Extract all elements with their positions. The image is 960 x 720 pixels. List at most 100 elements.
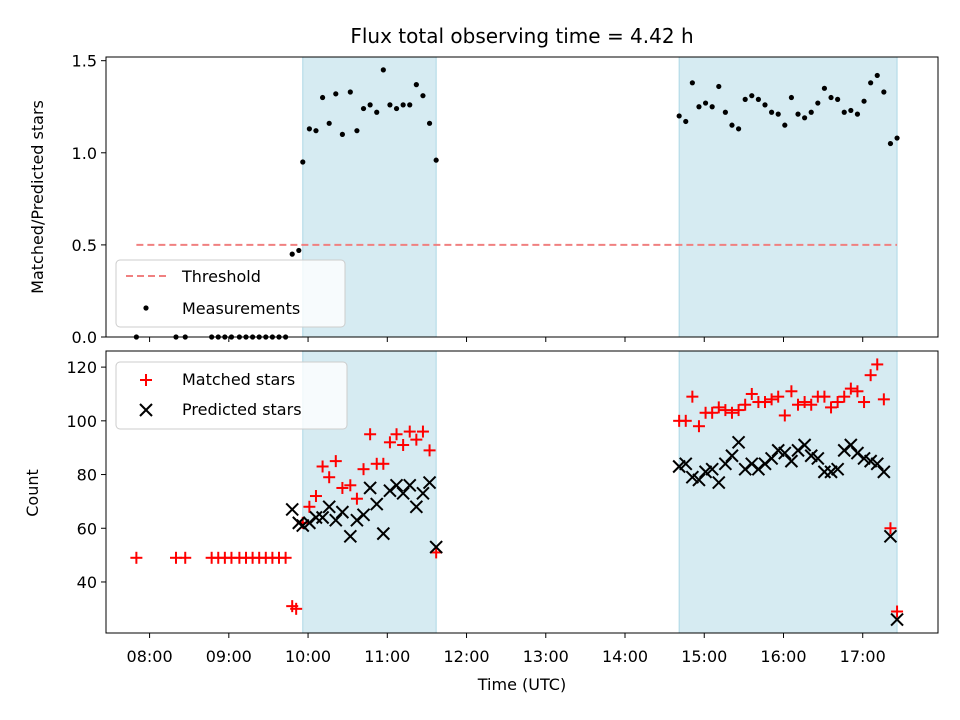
measurement-point: [702, 100, 709, 106]
matched-star-point: [130, 551, 143, 564]
predicted-star-point: [764, 451, 779, 466]
x-axis-ticks: 08:00 09:00 10:00 11:00 12:00 13:00 14:00 15:00…: [127, 647, 886, 666]
predicted-x-b: [778, 446, 792, 460]
predicted-x-b: [811, 451, 825, 466]
measurement-point: [881, 89, 887, 95]
predicted-star-point: [363, 481, 377, 495]
matched-star-point: [785, 385, 798, 398]
top-ticks: 0.0 0.5 1.0 1.5: [72, 52, 864, 347]
measurement-point: [755, 96, 761, 102]
predicted-star-point: [429, 540, 443, 554]
matched-star-point: [377, 457, 390, 470]
measurement-point: [762, 102, 768, 108]
predicted-star-point: [356, 508, 371, 522]
predicted-star-point: [890, 612, 904, 627]
predicted-star-point: [422, 475, 437, 490]
predicted-x-b: [890, 612, 904, 627]
predicted-star-point: [376, 526, 391, 541]
predicted-x-b: [315, 510, 330, 525]
bottom-y-tick-label: 120: [66, 358, 97, 377]
matched-star-point: [871, 358, 884, 371]
measurement-point: [354, 128, 360, 134]
top-y-axis-label: Matched/Predicted stars: [28, 100, 47, 294]
measurement-point: [696, 104, 702, 110]
predicted-x-b: [370, 497, 384, 511]
predicted-star-point: [811, 451, 825, 466]
predicted-star-point: [370, 497, 384, 511]
predicted-star-point: [712, 475, 726, 490]
measurement-point: [894, 135, 900, 141]
bottom-y-tick-label: 40: [77, 573, 97, 592]
predicted-star-point: [778, 446, 792, 460]
matched-star-point: [344, 479, 357, 492]
measurement-point: [775, 111, 781, 117]
x-tick-label: 12:00: [443, 647, 489, 666]
measurement-point: [709, 104, 715, 110]
x-tick-label: 13:00: [523, 647, 569, 666]
measurement-point: [420, 93, 426, 99]
top-legend-box: [115, 259, 346, 328]
measurement-point: [874, 72, 880, 79]
predicted-x-b: [725, 449, 739, 463]
matched-star-point: [844, 382, 857, 395]
predicted-x-b: [409, 500, 424, 514]
predicted-x-b: [403, 478, 417, 492]
measurement-point: [313, 128, 319, 134]
matched-star-point: [732, 404, 745, 417]
predicted-x-b: [376, 526, 391, 541]
predicted-x-b: [429, 540, 443, 554]
measurement-point: [689, 80, 695, 86]
predicted-x-b: [771, 443, 785, 458]
predicted-star-point: [731, 435, 746, 450]
predicted-star-point: [285, 502, 299, 517]
measurement-point: [821, 85, 828, 91]
predicted-x-b: [784, 454, 799, 468]
bottom-axes-frame: [105, 350, 939, 634]
matched-star-point: [364, 428, 377, 441]
top-y-tick-label: 1.5: [72, 52, 97, 71]
matched-star-point: [423, 444, 436, 457]
measurement-point: [347, 89, 353, 95]
matched-star-point: [778, 409, 791, 422]
matched-star-point: [336, 481, 349, 494]
measurement-point: [400, 102, 406, 108]
predicted-x-b: [422, 475, 437, 490]
measurement-point: [413, 82, 419, 88]
measurement-point: [289, 251, 295, 257]
bottom-y-tick-label: 60: [77, 519, 97, 538]
matched-star-point: [831, 396, 844, 409]
x-tick-label: 17:00: [840, 647, 886, 666]
measurement-point: [808, 109, 814, 115]
matched-star-point: [329, 455, 342, 468]
measurement-point: [374, 109, 380, 115]
matched-star-point: [765, 393, 778, 406]
predicted-x-b: [363, 481, 377, 495]
top-shaded-bands: [302, 57, 898, 337]
x-tick-label: 10:00: [285, 647, 331, 666]
matched-star-point: [383, 436, 396, 449]
predicted-x-b: [335, 505, 350, 519]
matched-star-point: [712, 401, 725, 414]
legend-predicted-swatch: [139, 403, 153, 417]
predicted-star-point: [692, 473, 706, 487]
x-tick-label: 08:00: [127, 647, 173, 666]
predicted-star-point: [877, 465, 891, 479]
matched-star-point: [350, 492, 363, 505]
measurement-point: [742, 96, 748, 102]
measurement-point: [387, 102, 393, 108]
legend-matched-label: Matched stars: [182, 370, 295, 389]
predicted-star-point: [784, 454, 799, 468]
matched-star-point: [792, 398, 805, 411]
predicted-x-b: [389, 478, 404, 492]
matched-star-point: [290, 602, 303, 615]
predicted-x-b: [416, 486, 430, 501]
bottom-y-tick-label: 100: [66, 412, 97, 431]
measurement-point: [339, 131, 345, 137]
measurement-point: [433, 157, 439, 163]
measurement-point: [722, 109, 728, 115]
matched-star-point: [719, 404, 732, 417]
matched-star-point: [818, 390, 831, 403]
measurement-point: [393, 105, 400, 112]
matched-star-point: [323, 471, 336, 484]
